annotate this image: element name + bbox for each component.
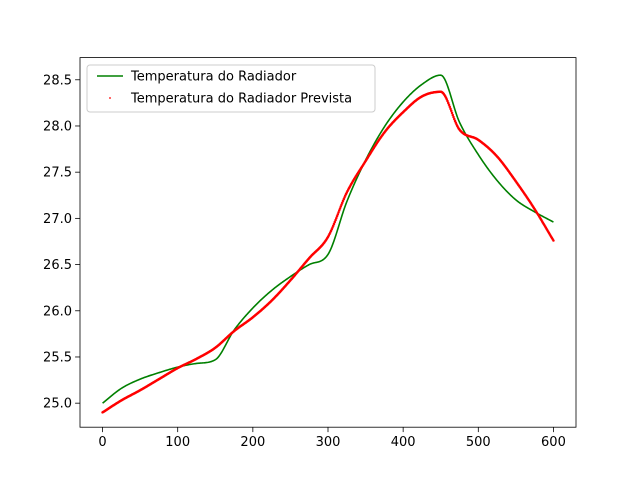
axes-layer: 0 100 200 300 400 500 600 25.0 25.5 26.0 26.5 27.0 2… — [43, 57, 577, 450]
y-tick-label: 26.5 — [43, 258, 72, 273]
legend-box — [86, 64, 376, 113]
predicted-point — [449, 107, 452, 110]
predicted-point — [333, 220, 337, 224]
y-tick-label: 25.0 — [43, 397, 72, 412]
legend-dot-sample — [109, 97, 111, 99]
series-1-group — [101, 90, 555, 414]
predicted-point — [450, 111, 454, 115]
predicted-point — [338, 207, 342, 210]
y-tick-label: 26.0 — [43, 304, 72, 319]
legend: Temperatura do Radiador Temperatura do R… — [86, 64, 376, 113]
predicted-point — [337, 211, 340, 214]
predicted-point — [453, 117, 456, 121]
y-tick-label: 27.0 — [43, 212, 72, 227]
predicted-point — [338, 209, 341, 212]
predicted-point — [452, 115, 455, 119]
y-tick-label: 25.5 — [43, 350, 72, 365]
predicted-point — [450, 109, 453, 113]
plot-area — [80, 57, 576, 428]
legend-label-measured: Temperatura do Radiador — [130, 70, 297, 85]
predicted-point — [552, 239, 555, 242]
x-tick-label: 500 — [466, 435, 491, 450]
predicted-point — [447, 103, 451, 106]
x-tick-label: 400 — [391, 435, 416, 450]
x-tick-label: 0 — [98, 435, 106, 450]
x-tick-label: 100 — [165, 435, 190, 450]
predicted-point — [335, 216, 338, 220]
predicted-point — [339, 205, 343, 208]
predicted-point — [336, 213, 340, 216]
series-layer — [101, 74, 555, 414]
legend-label-predicted: Temperatura do Radiador Prevista — [130, 92, 352, 107]
predicted-point — [335, 215, 339, 218]
predicted-point — [451, 113, 454, 117]
predicted-point — [446, 101, 450, 105]
y-tick-label: 28.5 — [43, 73, 72, 88]
predicted-point — [334, 218, 337, 222]
x-tick-label: 200 — [240, 435, 265, 450]
predicted-point — [340, 203, 343, 206]
x-tick-label: 300 — [316, 435, 341, 450]
x-tick-label: 600 — [541, 435, 566, 450]
y-tick-label: 28.0 — [43, 119, 72, 134]
predicted-point — [448, 105, 451, 108]
y-tick-label: 27.5 — [43, 166, 72, 181]
